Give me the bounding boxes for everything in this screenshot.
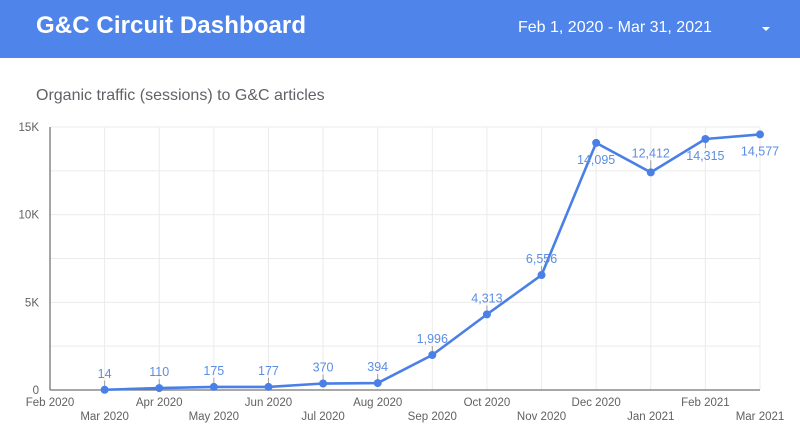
data-point[interactable]: [701, 135, 710, 144]
data-label: 1,996: [417, 332, 448, 346]
data-point[interactable]: [319, 379, 328, 388]
data-label: 110: [149, 365, 169, 379]
x-tick-label: Jan 2021: [627, 411, 674, 423]
data-points: 14 110 175 177 370 394 1,996 4,313 6,556 14,095 12…: [98, 130, 779, 394]
x-tick-label: Jun 2020: [245, 397, 292, 409]
x-tick-label: Nov 2020: [517, 411, 566, 423]
data-label: 177: [258, 364, 279, 378]
data-point[interactable]: [209, 382, 218, 391]
y-tick-label: 15K: [19, 122, 40, 134]
caret-down-icon: [762, 27, 770, 31]
data-label: 370: [313, 361, 334, 375]
data-point[interactable]: [646, 168, 655, 177]
data-label: 14,577: [741, 144, 779, 158]
x-tick-label: Oct 2020: [464, 397, 511, 409]
data-label: 175: [203, 364, 224, 378]
data-label: 14: [98, 367, 112, 381]
data-point[interactable]: [428, 351, 437, 360]
y-tick-label: 5K: [25, 297, 39, 309]
data-point[interactable]: [756, 130, 764, 139]
data-label: 14,095: [577, 153, 615, 167]
x-tick-label: May 2020: [189, 411, 240, 423]
data-point[interactable]: [592, 138, 601, 147]
data-point[interactable]: [482, 310, 491, 319]
data-label: 12,412: [632, 146, 670, 160]
dashboard-header: G&C Circuit Dashboard Feb 1, 2020 - Mar …: [0, 0, 800, 58]
data-label: 394: [367, 360, 388, 374]
y-tick-label: 10K: [19, 210, 40, 222]
x-tick-label: Mar 2021: [736, 411, 785, 423]
chart-title: Organic traffic (sessions) to G&C articl…: [36, 87, 325, 104]
x-tick-label: Dec 2020: [572, 397, 621, 409]
dashboard-title: G&C Circuit Dashboard: [36, 12, 307, 39]
data-point[interactable]: [264, 382, 273, 391]
x-tick-label: Jul 2020: [301, 411, 344, 423]
x-tick-label: Apr 2020: [136, 397, 183, 409]
date-range-picker[interactable]: Feb 1, 2020 - Mar 31, 2021: [518, 0, 800, 58]
data-label: 14,315: [686, 149, 724, 163]
x-tick-label: Sep 2020: [408, 411, 457, 423]
data-label: 6,556: [526, 252, 557, 266]
x-tick-labels: Feb 2020 Mar 2020 Apr 2020 May 2020 Jun 2020…: [26, 397, 785, 423]
data-point[interactable]: [100, 385, 109, 394]
data-label: 4,313: [471, 291, 502, 305]
x-tick-label: Mar 2020: [80, 411, 129, 423]
x-tick-label: Feb 2020: [26, 397, 75, 409]
date-range-text: Feb 1, 2020 - Mar 31, 2021: [518, 19, 712, 36]
x-tick-label: Feb 2021: [681, 397, 730, 409]
data-point[interactable]: [373, 379, 382, 388]
label-leaders: [104, 141, 706, 388]
data-point[interactable]: [537, 271, 546, 280]
data-point[interactable]: [155, 384, 164, 393]
y-tick-label: 0: [33, 385, 39, 397]
x-tick-label: Aug 2020: [353, 397, 402, 409]
grid: [50, 126, 761, 390]
y-tick-labels: 0 5K 10K 15K: [19, 122, 40, 397]
